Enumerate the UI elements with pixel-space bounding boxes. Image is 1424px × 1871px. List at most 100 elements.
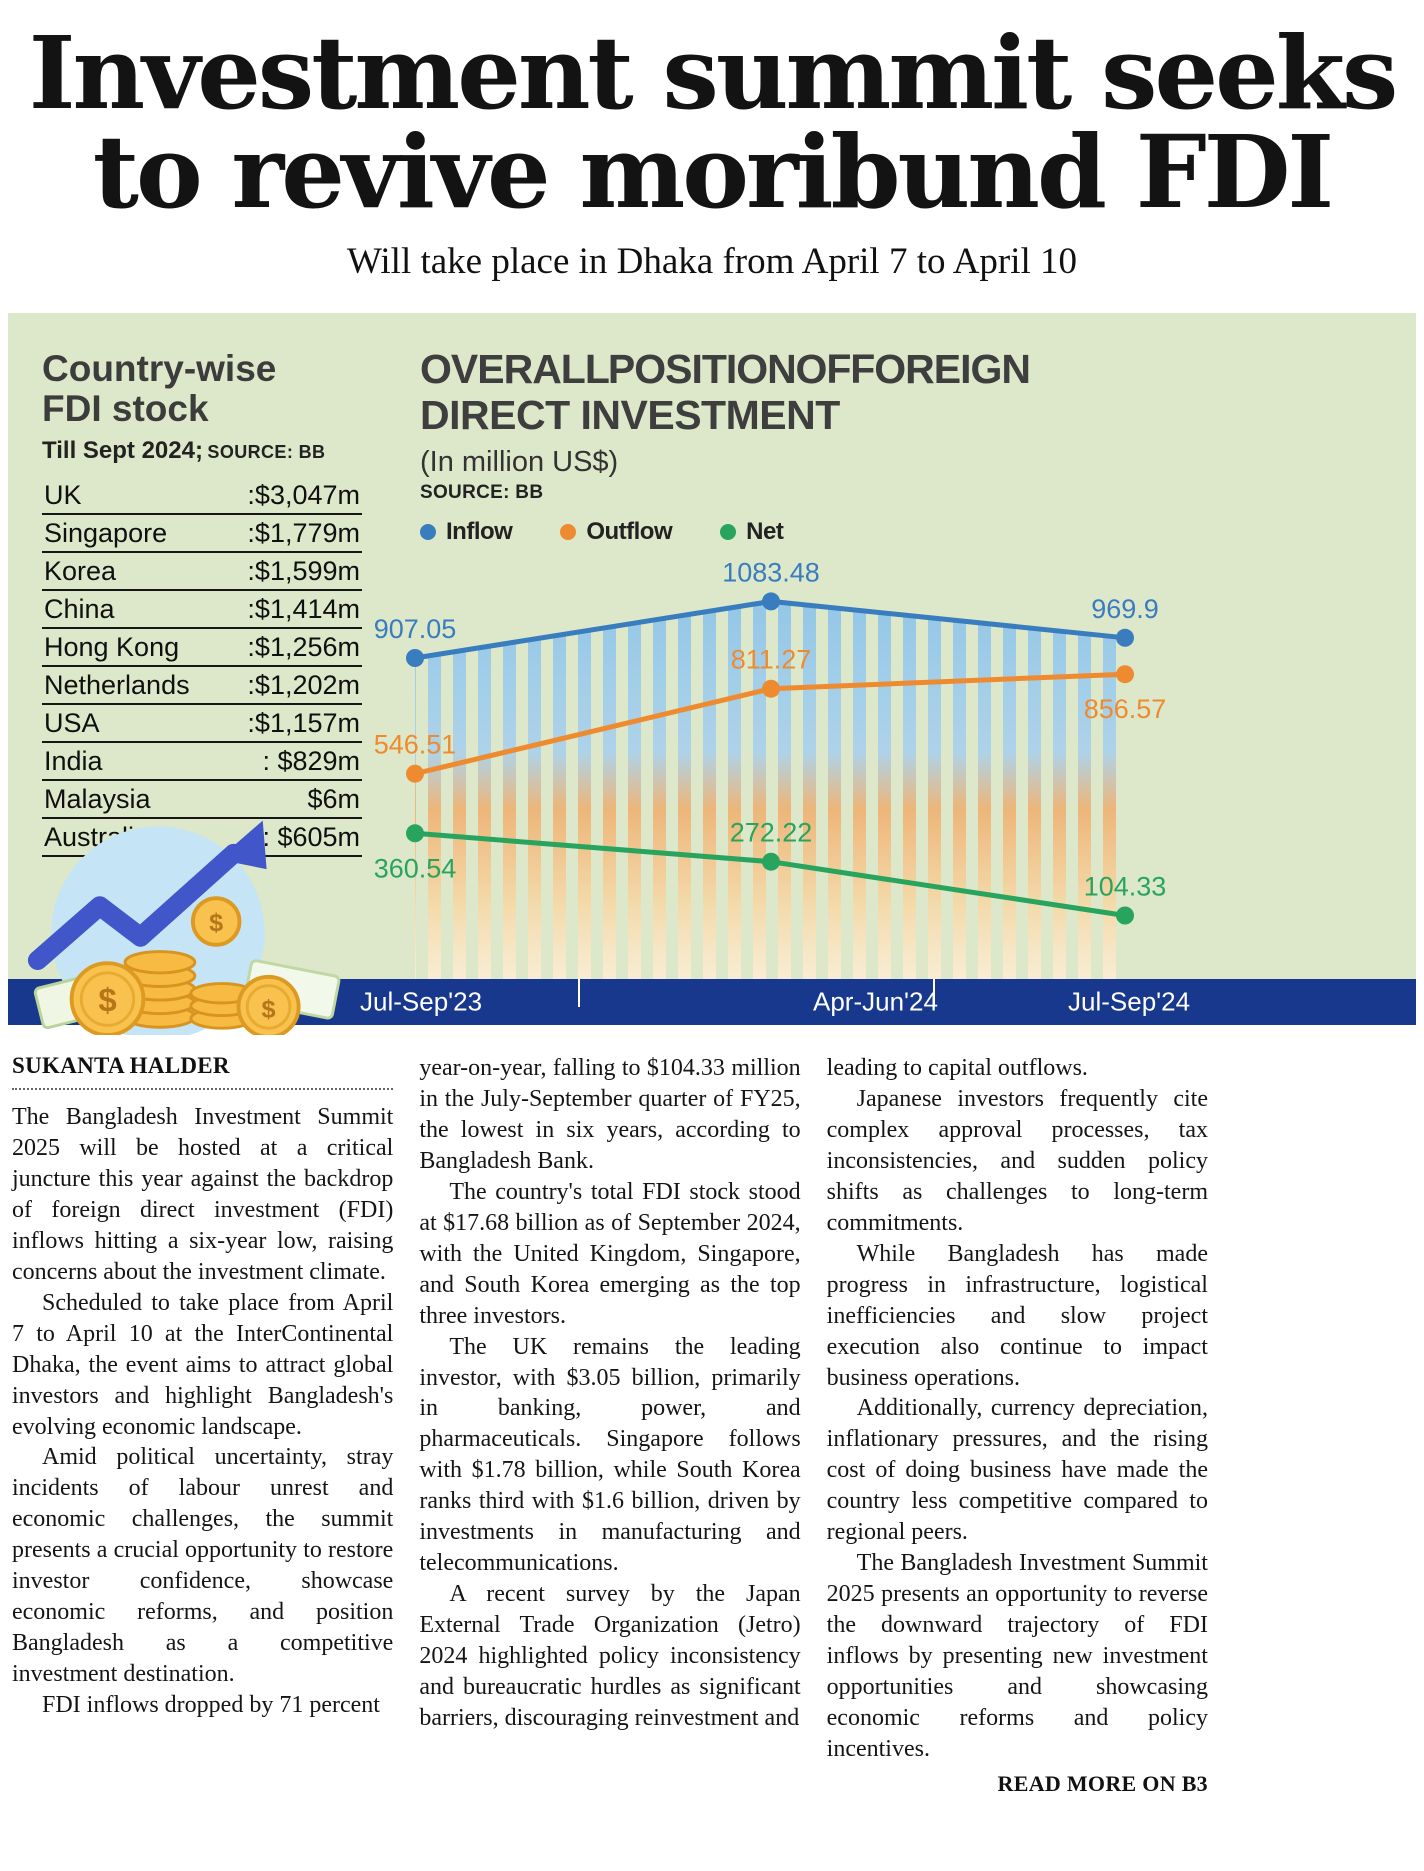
paragraph: While Bangladesh has made progress in in…	[826, 1240, 1208, 1391]
table-title-line-1: Country-wise	[42, 348, 277, 389]
country-fdi-table: Country-wise FDI stock Till Sept 2024; S…	[42, 349, 362, 857]
subheadline: Will take place in Dhaka from April 7 to…	[346, 241, 1078, 282]
axis-divider	[933, 979, 935, 1007]
chart-title-line-1: OVERALL POSITION OF FOREIGN	[420, 346, 1031, 392]
data-label: 272.22	[730, 818, 813, 848]
table-row: Korea :$1,599m	[42, 553, 362, 591]
country-value-list: UK :$3,047m Singapore :$1,779m Korea :$1…	[42, 477, 362, 857]
dollar-coin-icon: $	[190, 896, 242, 947]
table-row: Netherlands :$1,202m	[42, 667, 362, 705]
country-label: Netherlands	[44, 669, 190, 700]
paragraph: The Bangladesh Investment Summit 2025 pr…	[826, 1550, 1208, 1762]
country-label: Singapore	[44, 517, 168, 548]
newspaper-page: Investment summit seeks to revive moribu…	[0, 23, 1424, 1797]
byline-name: SUKANTA HALDER	[12, 1053, 230, 1078]
data-point	[406, 764, 424, 783]
article-column-3: leading to capital outflows. Japanese inv…	[827, 1053, 1208, 1797]
data-point	[406, 824, 424, 843]
country-label: Korea	[44, 555, 117, 586]
legend-item: Outflow	[560, 518, 673, 546]
legend-item: Inflow	[420, 518, 513, 546]
legend-dot-icon	[720, 523, 737, 540]
x-axis-label-2: Apr-Jun'24	[813, 986, 938, 1017]
country-label: Hong Kong	[44, 631, 180, 662]
chart-unit: (In million US$)	[420, 445, 619, 478]
money-growth-illustration: $ $ $	[14, 807, 364, 1040]
paragraph: FDI inflows dropped by 71 percent	[42, 1692, 380, 1719]
data-label: 811.27	[731, 645, 812, 675]
illustration-svg: $ $ $	[27, 820, 341, 1040]
currency-symbol: $	[98, 982, 116, 1019]
table-period: Till Sept 2024;	[42, 436, 203, 464]
country-label: USA	[44, 707, 100, 738]
paragraph: year-on-year, falling to $104.33 million…	[419, 1055, 801, 1174]
article-column-1: SUKANTA HALDER The Bangladesh Investment…	[12, 1053, 394, 1797]
country-value: :$1,599m	[247, 555, 360, 586]
fdi-infographic: Country-wise FDI stock Till Sept 2024; S…	[8, 313, 1416, 1040]
country-value: :$1,157m	[247, 707, 360, 738]
paragraph: Japanese investors frequently cite compl…	[826, 1085, 1208, 1236]
byline: SUKANTA HALDER	[12, 1053, 394, 1090]
x-axis-label-3: Jul-Sep'24	[1068, 986, 1191, 1017]
article-header: Investment summit seeks to revive moribu…	[0, 23, 1424, 283]
data-point	[762, 592, 780, 611]
data-point	[762, 679, 780, 698]
data-point	[1116, 906, 1134, 925]
data-label: 360.54	[374, 853, 457, 883]
data-label: 856.57	[1084, 694, 1167, 724]
table-title-line-2: FDI stock	[42, 387, 209, 429]
country-value: :$3,047m	[247, 479, 360, 510]
dollar-coin-icon: $	[236, 974, 301, 1039]
country-value: : $829m	[262, 745, 360, 776]
country-value: : $605m	[262, 821, 360, 852]
country-label: India	[44, 745, 103, 776]
chart-title-line-2: DIRECT INVESTMENT	[420, 391, 840, 438]
data-label: 104.33	[1084, 872, 1167, 902]
read-more: READ MORE ON B3	[997, 1770, 1208, 1796]
series-line-outflow	[412, 671, 1128, 777]
country-value: :$1,202m	[247, 669, 360, 700]
country-label: China	[44, 593, 115, 624]
currency-symbol: $	[209, 909, 223, 937]
paragraph: leading to capital outflows.	[826, 1055, 1088, 1081]
data-point	[1116, 628, 1134, 647]
data-point	[762, 852, 780, 871]
chart-legend: Inflow Outflow Net	[420, 518, 1300, 546]
paragraph: Additionally, currency depreciation, inf…	[826, 1395, 1208, 1546]
table-row: Singapore :$1,779m	[42, 515, 362, 553]
country-label: Malaysia	[44, 783, 151, 814]
country-value: :$1,414m	[247, 593, 360, 624]
table-row: India : $829m	[42, 743, 362, 781]
paragraph: The UK remains the leading investor, wit…	[419, 1333, 801, 1577]
paragraph: Scheduled to take place from April 7 to …	[12, 1289, 394, 1440]
stripe-area	[415, 601, 1125, 979]
table-row: UK :$3,047m	[42, 477, 362, 515]
series-line-inflow	[412, 598, 1128, 661]
axis-divider	[578, 979, 580, 1007]
dollar-coin-icon: $	[69, 961, 146, 1037]
series-line-net	[412, 830, 1128, 918]
table-row: USA :$1,157m	[42, 705, 362, 743]
data-point	[1116, 665, 1134, 684]
paragraph: The Bangladesh Investment Summit 2025 wi…	[12, 1104, 394, 1285]
paragraph: The country's total FDI stock stood at $…	[419, 1178, 801, 1329]
data-label: 1083.48	[722, 557, 820, 587]
table-title: Country-wise FDI stock	[42, 349, 362, 429]
table-row: China :$1,414m	[42, 591, 362, 629]
article-column-2: year-on-year, falling to $104.33 million…	[419, 1053, 800, 1797]
country-value: :$1,256m	[247, 631, 360, 662]
country-value: :$1,779m	[247, 517, 360, 548]
legend-item: Net	[720, 518, 784, 546]
table-subtitle: Till Sept 2024; SOURCE: BB	[42, 437, 362, 465]
table-row: Malaysia $6m	[42, 781, 362, 819]
table-row: Hong Kong :$1,256m	[42, 629, 362, 667]
legend-dot-icon	[420, 523, 436, 540]
chart-header: OVERALL POSITION OF FOREIGN DIRECT INVES…	[420, 346, 1300, 546]
data-label: 907.05	[374, 614, 457, 644]
growth-arrow-icon	[27, 843, 244, 970]
country-label: UK	[44, 479, 82, 510]
data-point	[406, 649, 424, 667]
fdi-line-chart: 907.05 1083.48 969.9 546.51 811.27 856.57 360.…	[374, 557, 1167, 979]
chart-title: OVERALL POSITION OF FOREIGN DIRECT INVES…	[420, 346, 1300, 439]
headline: Investment summit seeks to revive moribu…	[0, 23, 1424, 222]
